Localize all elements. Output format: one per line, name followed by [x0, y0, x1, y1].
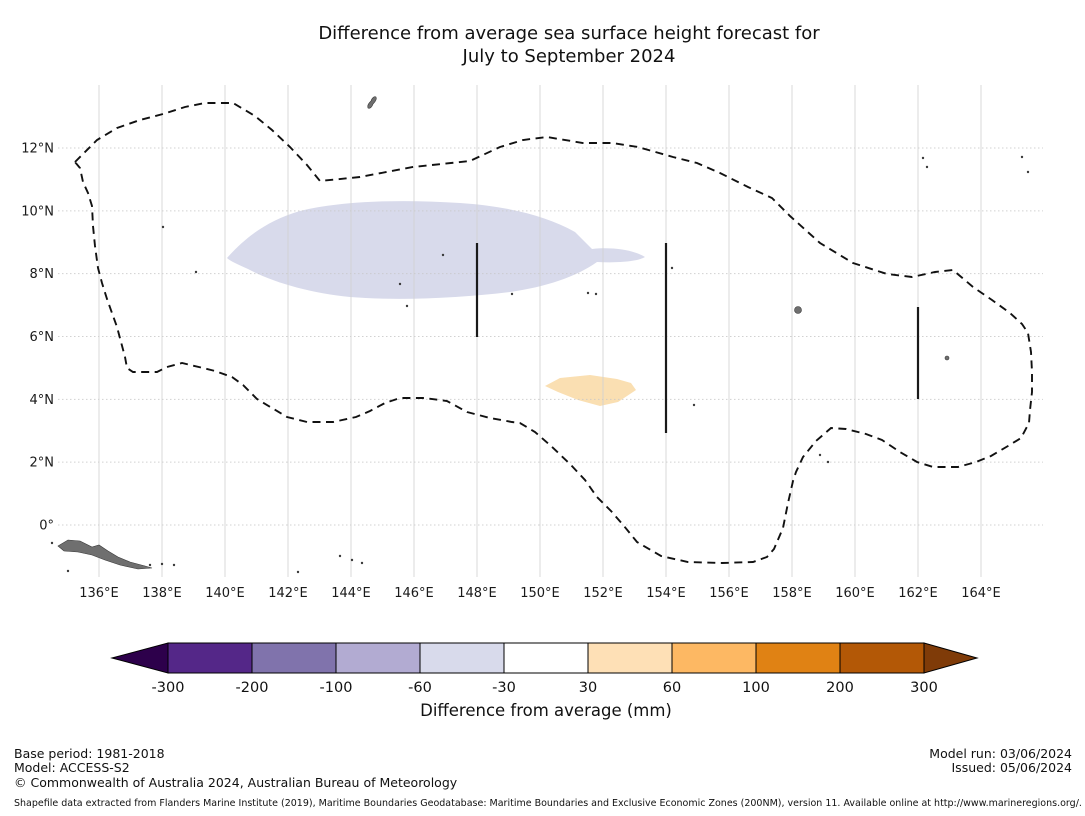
- colorbar-segments: [110, 642, 979, 674]
- colorbar-tick-label: -200: [236, 680, 269, 696]
- issued-text: Issued: 05/06/2024: [951, 759, 1073, 775]
- colorbar-segment: [839, 642, 925, 674]
- island-speck: [692, 403, 696, 407]
- y-tick-label: 4°N: [30, 393, 55, 408]
- anomaly-regions: [227, 201, 645, 406]
- colorbar-tick-labels: -300 -200 -100 -60 -30 30 60 100 200 300: [152, 680, 938, 696]
- section-lines: [475, 243, 920, 433]
- x-tick-label: 154°E: [646, 586, 686, 601]
- x-tick-label: 164°E: [961, 586, 1001, 601]
- x-tick-label: 148°E: [457, 586, 497, 601]
- colorbar-tick-label: 300: [910, 680, 938, 696]
- colorbar-arrow-right: [923, 642, 979, 674]
- coast-new-guinea: [57, 539, 153, 570]
- x-tick-label: 158°E: [772, 586, 812, 601]
- colorbar-tick-label: 100: [742, 680, 770, 696]
- island-speck: [160, 562, 164, 566]
- island-pohnpei: [794, 306, 802, 314]
- island-speck: [398, 282, 402, 286]
- chart-title-line1: Difference from average sea surface heig…: [318, 23, 820, 44]
- island-speck: [148, 563, 152, 567]
- footer-left: Base period: 1981-2018 Model: ACCESS-S2 …: [14, 747, 457, 790]
- model-run-text: Model run: 03/06/2024: [929, 746, 1072, 761]
- colorbar-segment: [335, 642, 421, 674]
- x-tick-label: 140°E: [205, 586, 245, 601]
- colorbar-segment: [419, 642, 505, 674]
- map-gridlines: [58, 85, 1043, 577]
- positive-anomaly-region: [545, 375, 636, 406]
- y-tick-label: 12°N: [21, 142, 54, 157]
- colorbar-tick-label: -300: [152, 680, 185, 696]
- island-speck: [826, 460, 830, 464]
- island-kosrae: [944, 355, 950, 361]
- x-tick-label: 144°E: [331, 586, 371, 601]
- x-tick-label: 150°E: [520, 586, 560, 601]
- x-tick-label: 156°E: [709, 586, 749, 601]
- colorbar-tick-label: 60: [663, 680, 681, 696]
- island-speck: [1020, 155, 1024, 159]
- island-speck: [441, 253, 445, 257]
- x-tick-label: 160°E: [835, 586, 875, 601]
- colorbar-segment: [251, 642, 337, 674]
- colorbar-tick-label: -60: [408, 680, 432, 696]
- island-speck: [360, 561, 364, 565]
- x-tick-label: 138°E: [142, 586, 182, 601]
- chart-title-line2: July to September 2024: [462, 46, 676, 67]
- island-guam: [367, 96, 377, 109]
- y-axis-tick-labels: 12°N 10°N 8°N 6°N 4°N 2°N 0°: [21, 142, 54, 534]
- shapefile-attribution-text: Shapefile data extracted from Flanders M…: [14, 798, 1082, 809]
- colorbar-arrow-left: [110, 642, 169, 674]
- y-tick-label: 6°N: [30, 330, 55, 345]
- colorbar-segment: [755, 642, 841, 674]
- y-tick-label: 0°: [39, 518, 54, 533]
- island-speck: [66, 569, 70, 573]
- island-speck: [594, 292, 598, 296]
- island-speck: [670, 266, 674, 270]
- island-speck: [338, 554, 342, 558]
- island-speck: [818, 453, 822, 457]
- colorbar-segment: [587, 642, 673, 674]
- colorbar-tick-label: 30: [579, 680, 597, 696]
- footer-right: Model run: 03/06/2024 Issued: 05/06/2024: [929, 747, 1072, 774]
- map-canvas: 136°E 138°E 140°E 142°E 144°E 146°E 148°E 150°E…: [21, 85, 1043, 601]
- island-speck: [925, 165, 929, 169]
- island-speck: [194, 270, 198, 274]
- island-speck: [921, 156, 925, 160]
- colorbar-segment: [167, 642, 253, 674]
- island-speck: [1026, 170, 1030, 174]
- eez-boundary: [73, 102, 1033, 564]
- copyright-text: © Commonwealth of Australia 2024, Austra…: [14, 775, 458, 790]
- colorbar-tick-label: -30: [492, 680, 516, 696]
- island-speck: [296, 570, 300, 574]
- y-tick-label: 2°N: [30, 456, 55, 471]
- colorbar-segment: [503, 642, 589, 674]
- land-masses: [50, 96, 1030, 574]
- x-tick-label: 136°E: [79, 586, 119, 601]
- island-speck: [172, 563, 176, 567]
- colorbar-tick-label: -100: [320, 680, 353, 696]
- island-speck: [50, 541, 54, 545]
- colorbar-tick-label: 200: [826, 680, 854, 696]
- chart-title: Difference from average sea surface heig…: [318, 22, 819, 68]
- x-tick-label: 162°E: [898, 586, 938, 601]
- y-tick-label: 8°N: [30, 267, 55, 282]
- colorbar-label: Difference from average (mm): [420, 701, 672, 720]
- model-text: Model: ACCESS-S2: [14, 759, 130, 775]
- y-tick-label: 10°N: [21, 204, 54, 219]
- negative-anomaly-region: [227, 201, 645, 299]
- base-period-text: Base period: 1981-2018: [14, 746, 165, 761]
- colorbar-segment: [671, 642, 757, 674]
- x-tick-label: 142°E: [268, 586, 308, 601]
- island-speck: [586, 291, 590, 295]
- island-speck: [510, 292, 514, 296]
- island-speck: [405, 304, 409, 308]
- island-speck: [161, 225, 165, 229]
- x-tick-label: 146°E: [394, 586, 434, 601]
- island-speck: [350, 558, 354, 562]
- x-tick-label: 152°E: [583, 586, 623, 601]
- x-axis-tick-labels: 136°E 138°E 140°E 142°E 144°E 146°E 148°E 150°E…: [79, 586, 1001, 601]
- colorbar: -300 -200 -100 -60 -30 30 60 100 200 300 Differen…: [110, 642, 979, 720]
